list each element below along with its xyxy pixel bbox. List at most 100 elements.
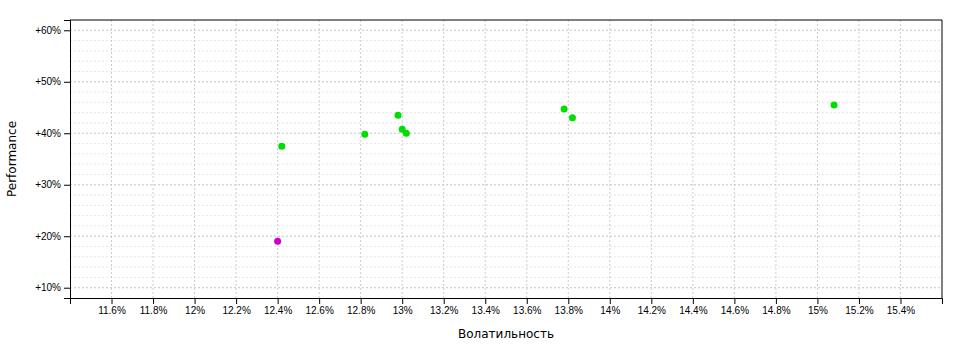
minor-grid-line <box>70 256 942 257</box>
x-tick: 14.6% <box>721 298 749 316</box>
x-tick-label: 13.6% <box>513 305 541 316</box>
x-tick: 12.4% <box>264 298 292 316</box>
x-tick: 14.4% <box>679 298 707 316</box>
x-tick-mark <box>361 298 362 304</box>
y-tick-label: +60% <box>35 25 61 36</box>
x-tick-label: 14.6% <box>721 305 749 316</box>
y-tick-label: +20% <box>35 231 61 242</box>
x-tick-label: 12% <box>185 305 205 316</box>
grid <box>70 20 942 298</box>
point <box>395 112 402 119</box>
x-tick: 13.4% <box>472 298 500 316</box>
y-tick-mark <box>64 133 70 134</box>
x-tick: 14.2% <box>638 298 666 316</box>
y-grid-line <box>70 287 942 288</box>
minor-grid-line <box>70 205 942 206</box>
x-tick-label: 11.8% <box>140 305 168 316</box>
x-tick: 15.4% <box>887 298 915 316</box>
x-tick: 14.8% <box>762 298 790 316</box>
x-grid-line <box>526 20 527 298</box>
x-tick-label: 13.2% <box>430 305 458 316</box>
points <box>274 101 837 244</box>
x-tick-mark <box>112 298 113 304</box>
x-tick-mark <box>195 298 196 304</box>
x-grid-line <box>443 20 444 298</box>
x-tick-label: 15.4% <box>887 305 915 316</box>
x-grid-line <box>485 20 486 298</box>
minor-grid-line <box>70 50 942 51</box>
x-axis-line <box>71 299 943 305</box>
series <box>278 101 837 149</box>
x-tick-mark <box>900 298 901 304</box>
x-grid-line <box>568 20 569 298</box>
point <box>569 114 576 121</box>
x-grid-line <box>900 20 901 298</box>
x-tick-mark <box>485 298 486 304</box>
y-grid-line <box>70 184 942 185</box>
minor-grid-line <box>70 61 942 62</box>
x-tick: 15% <box>808 298 828 316</box>
y-tick: +50% <box>35 76 70 87</box>
x-tick-mark <box>153 298 154 304</box>
y-tick-mark <box>64 185 70 186</box>
x-tick-mark <box>278 298 279 304</box>
minor-grid-line <box>70 133 942 134</box>
x-tick-mark <box>651 298 652 304</box>
point <box>361 131 368 138</box>
x-grid-line <box>858 20 859 298</box>
minor-grid-line <box>70 143 942 144</box>
x-tick-label: 12.2% <box>222 305 250 316</box>
x-tick-label: 11.6% <box>98 305 126 316</box>
x-tick-label: 13.4% <box>472 305 500 316</box>
x-tick: 13% <box>393 298 413 316</box>
series <box>274 238 281 245</box>
x-tick-label: 12.6% <box>305 305 333 316</box>
y-tick: +10% <box>35 282 70 293</box>
x-grid-line <box>651 20 652 298</box>
y-tick-mark <box>64 30 70 31</box>
x-axis-title: Волатильность <box>458 327 554 341</box>
x-tick-label: 15.2% <box>845 305 873 316</box>
y-grid-line <box>70 81 942 82</box>
y-tick-label: +10% <box>35 282 61 293</box>
y-grid-line <box>70 236 942 237</box>
x-grid-line <box>734 20 735 298</box>
x-grid-line <box>277 20 278 298</box>
x-tick-mark <box>693 298 694 304</box>
y-tick-label: +50% <box>35 76 61 87</box>
x-tick: 13.6% <box>513 298 541 316</box>
minor-grid-line <box>70 267 942 268</box>
x-grid-line <box>236 20 237 298</box>
y-tick-mark <box>64 82 70 83</box>
minor-grid-line <box>70 287 942 288</box>
plot-frame-top <box>70 20 942 21</box>
x-tick: 15.2% <box>845 298 873 316</box>
x-tick: 12.6% <box>305 298 333 316</box>
plot-frame-right <box>942 20 943 298</box>
x-tick-mark <box>236 298 237 304</box>
minor-grid-line <box>70 71 942 72</box>
minor-grid-line <box>70 81 942 82</box>
point <box>831 101 838 108</box>
x-tick-label: 13% <box>393 305 413 316</box>
x-grid-line <box>360 20 361 298</box>
x-grid-line <box>194 20 195 298</box>
x-tick-mark <box>859 298 860 304</box>
x-tick-label: 12.4% <box>264 305 292 316</box>
minor-grid-line <box>70 164 942 165</box>
minor-grid-line <box>70 236 942 237</box>
x-tick: 12.8% <box>347 298 375 316</box>
x-tick: 11.8% <box>140 298 168 316</box>
y-tick: +20% <box>35 231 70 242</box>
y-axis-title: Performance <box>5 121 19 197</box>
minor-grid-line <box>70 40 942 41</box>
minor-grid-line <box>70 153 942 154</box>
x-grid-line <box>609 20 610 298</box>
x-grid-line <box>111 20 112 298</box>
y-axis-line <box>64 21 71 299</box>
x-tick-label: 15% <box>808 305 828 316</box>
plot: 11.6% 11.8% 12% 12.2% 12.4% 12.6% 12.8% 13% 13.2… <box>35 20 942 316</box>
x-tick: 14% <box>600 298 620 316</box>
x-tick-label: 14.8% <box>762 305 790 316</box>
minor-grid-line <box>70 122 942 123</box>
